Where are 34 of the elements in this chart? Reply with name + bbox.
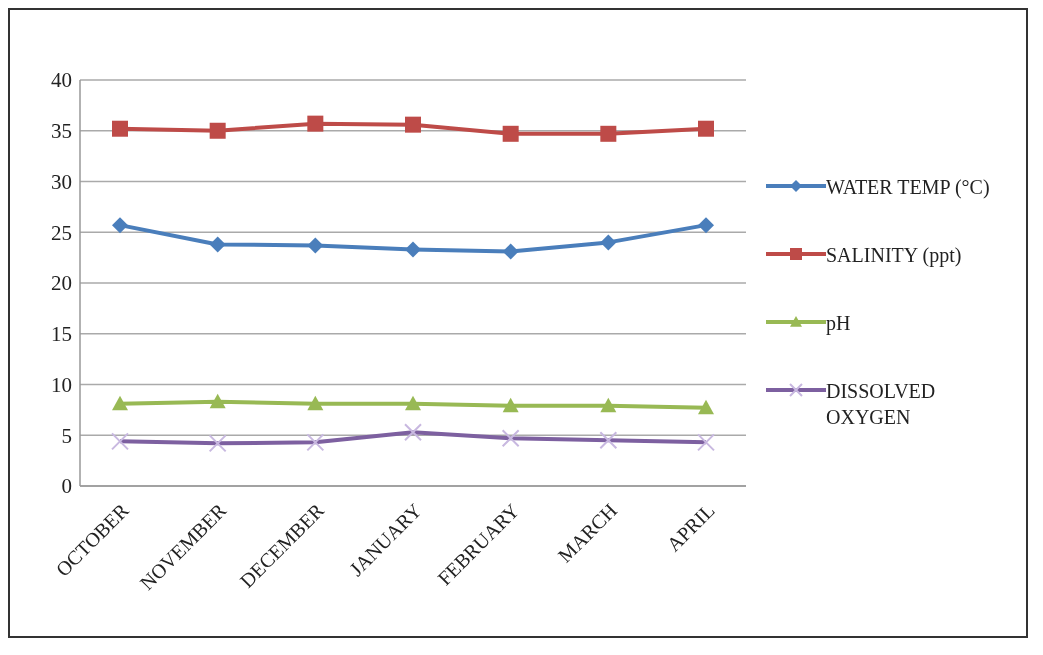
point bbox=[698, 120, 714, 137]
y-tick-label: 30 bbox=[51, 169, 72, 194]
point bbox=[600, 397, 617, 413]
point bbox=[209, 393, 226, 409]
point bbox=[405, 241, 421, 258]
point bbox=[600, 125, 617, 142]
point bbox=[112, 217, 128, 234]
y-tick-label: 20 bbox=[51, 271, 72, 296]
point bbox=[405, 116, 421, 133]
point bbox=[600, 234, 617, 251]
legend-label: DISSOLVED OXYGEN bbox=[826, 379, 937, 430]
point bbox=[502, 243, 519, 260]
legend-label: WATER TEMP (°C) bbox=[826, 175, 991, 200]
y-tick-label: 10 bbox=[51, 372, 72, 397]
y-tick-label: 25 bbox=[51, 220, 72, 245]
legend-label: pH bbox=[826, 311, 852, 336]
y-tick-label: 40 bbox=[51, 68, 72, 93]
y-tick-label: 35 bbox=[51, 119, 72, 144]
point bbox=[405, 395, 421, 411]
point bbox=[209, 122, 226, 139]
point bbox=[698, 399, 714, 415]
point bbox=[307, 115, 324, 132]
y-tick-label: 0 bbox=[61, 474, 72, 499]
point bbox=[698, 217, 714, 234]
point bbox=[307, 395, 324, 411]
point bbox=[502, 125, 519, 142]
point bbox=[502, 397, 519, 413]
point bbox=[307, 237, 324, 254]
y-tick-label: 15 bbox=[51, 322, 72, 347]
y-tick-label: 5 bbox=[61, 423, 72, 448]
legend-label: SALINITY (ppt) bbox=[826, 243, 963, 268]
point bbox=[209, 236, 226, 253]
point bbox=[112, 120, 128, 137]
point bbox=[112, 395, 128, 411]
